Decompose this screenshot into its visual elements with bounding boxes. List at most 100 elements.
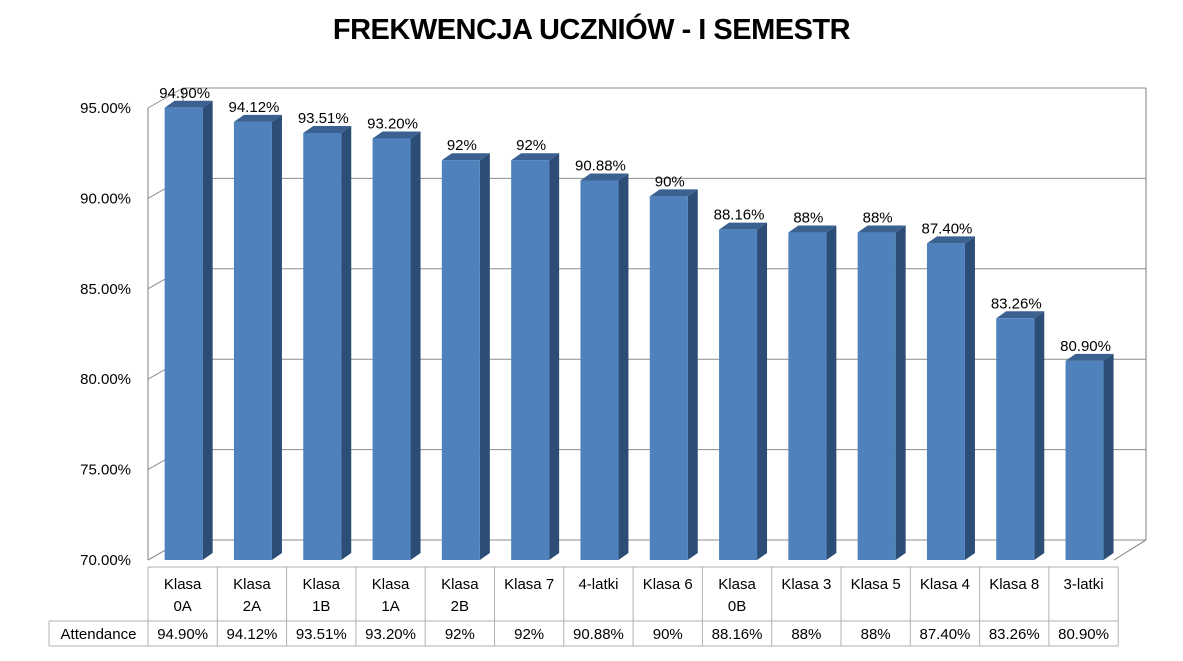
bar-top	[719, 222, 768, 230]
data-label: 83.26%	[991, 295, 1042, 312]
bar-front	[857, 232, 896, 560]
category-label: Klasa	[233, 576, 271, 593]
bar-top	[996, 311, 1045, 319]
y-tick-label: 85.00%	[80, 281, 131, 298]
category-label: 0A	[173, 598, 191, 615]
bar-side	[895, 225, 906, 560]
table-cell: 93.20%	[365, 626, 416, 643]
category-label: Klasa 4	[920, 576, 970, 593]
y-tick-label: 95.00%	[80, 100, 131, 117]
bar-side	[1103, 353, 1114, 560]
bar-top	[303, 125, 352, 133]
bar-front	[926, 243, 965, 560]
bar-side	[618, 173, 629, 560]
y-tick-label: 90.00%	[80, 190, 131, 207]
bar	[719, 222, 768, 560]
table-cell: 88%	[791, 626, 821, 643]
bar	[233, 114, 282, 560]
bar-side	[826, 225, 837, 560]
bar-front	[1065, 360, 1104, 560]
bar-top	[788, 225, 837, 233]
bar	[372, 131, 421, 560]
category-label: Klasa 5	[851, 576, 901, 593]
category-label: 2B	[451, 598, 469, 615]
data-label: 88%	[793, 210, 823, 227]
bar-front	[233, 121, 272, 560]
data-label: 80.90%	[1060, 338, 1111, 355]
bar	[511, 153, 560, 561]
data-table: Klasa 0A 94.90% Klasa 2A 94.12% Klasa 1B 93.51% K…	[48, 566, 1119, 647]
table-cell: 93.51%	[296, 626, 347, 643]
bar	[303, 125, 352, 560]
bar-front	[441, 160, 480, 561]
table-cell: 92%	[445, 626, 475, 643]
bar	[788, 225, 837, 560]
bar-front	[511, 160, 550, 561]
table-cell: 94.90%	[157, 626, 208, 643]
bar-side	[202, 100, 213, 561]
data-label: 88%	[863, 210, 893, 227]
bar-side	[964, 236, 975, 560]
y-tick-label: 80.00%	[80, 371, 131, 388]
bar-top	[580, 173, 629, 181]
bar-top	[164, 100, 213, 108]
data-label: 90.88%	[575, 157, 626, 174]
table-cell: 90%	[653, 626, 683, 643]
bar-side	[271, 114, 282, 560]
bar-front	[303, 132, 342, 560]
bar	[441, 153, 490, 561]
table-cell: 90.88%	[573, 626, 624, 643]
table-series-name: Attendance	[61, 626, 137, 643]
bar-side	[410, 131, 421, 560]
table-cell: 88%	[861, 626, 891, 643]
chart-title: FREKWENCJA UCZNIÓW - I SEMESTR	[332, 14, 851, 46]
bar-side	[549, 153, 560, 561]
table-cell: 80.90%	[1058, 626, 1109, 643]
data-label: 92%	[447, 137, 477, 154]
bar-top	[441, 153, 490, 161]
category-label: Klasa 6	[643, 576, 693, 593]
y-axis-ticks: 70.00% 75.00% 80.00% 85.00% 90.00% 95.00%	[80, 100, 131, 569]
category-label: Klasa	[302, 576, 340, 593]
bar	[580, 173, 629, 560]
bar-side	[479, 153, 490, 561]
category-label: 0B	[728, 598, 746, 615]
data-labels: 94.90% 94.12% 93.51% 93.20% 92% 92% 90.88% 90% 8…	[159, 85, 1111, 355]
bar-top	[233, 114, 282, 122]
bar-side	[341, 125, 352, 560]
category-label: Klasa	[164, 576, 202, 593]
y-tick-label: 70.00%	[80, 552, 131, 569]
data-label: 88.16%	[714, 207, 765, 224]
bar-top	[926, 236, 975, 244]
bar-top	[649, 189, 698, 197]
data-label: 87.40%	[922, 220, 973, 237]
bar-side	[687, 189, 698, 560]
category-label: Klasa 7	[504, 576, 554, 593]
bar-front	[372, 138, 411, 560]
bar	[857, 225, 906, 560]
bar	[926, 236, 975, 560]
bar	[649, 189, 698, 560]
bar-front	[580, 180, 619, 560]
table-cell: 88.16%	[712, 626, 763, 643]
category-label: 2A	[243, 598, 261, 615]
category-label: Klasa	[372, 576, 410, 593]
y-tick-label: 75.00%	[80, 462, 131, 479]
bar-side	[757, 222, 768, 560]
bars	[164, 100, 1114, 561]
data-label: 94.90%	[159, 85, 210, 102]
category-label: 1B	[312, 598, 330, 615]
table-cell: 92%	[514, 626, 544, 643]
category-label: 4-latki	[578, 576, 618, 593]
bar-top	[1065, 353, 1114, 361]
bar	[164, 100, 213, 561]
category-label: Klasa 3	[781, 576, 831, 593]
category-label: 3-latki	[1064, 576, 1104, 593]
bar-top	[511, 153, 560, 161]
bar-front	[649, 196, 688, 560]
data-label: 94.12%	[229, 99, 280, 116]
bar-front	[719, 229, 758, 560]
bar-front	[788, 232, 827, 560]
category-label: 1A	[381, 598, 399, 615]
